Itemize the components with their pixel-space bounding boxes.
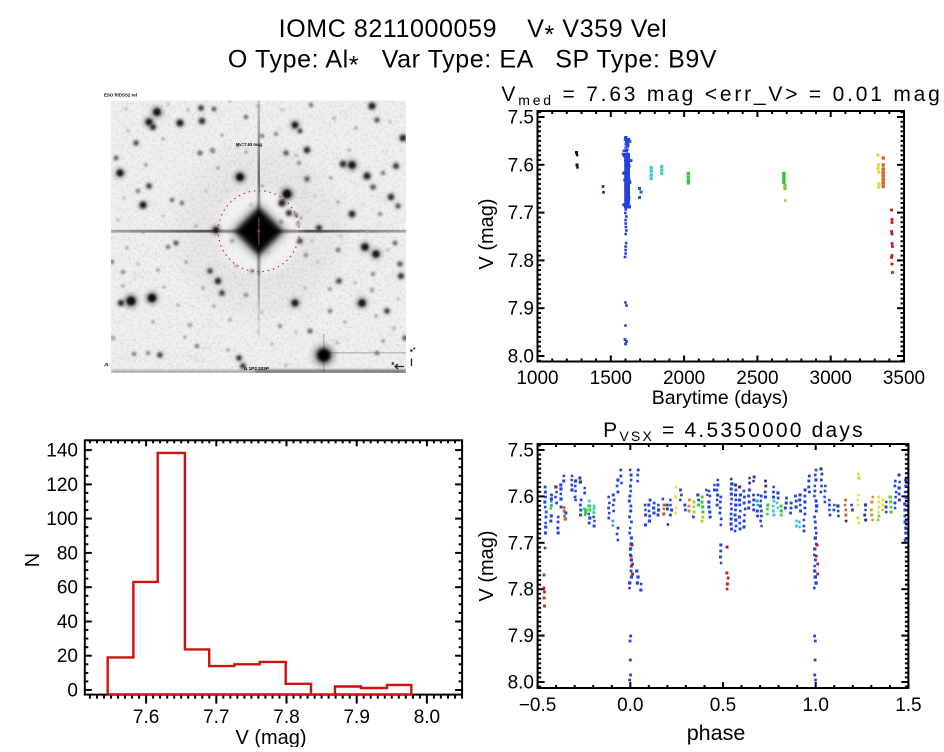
svg-text:3000: 3000: [810, 368, 852, 389]
svg-text:7.8: 7.8: [273, 707, 299, 728]
svg-text:MV=7.63 mag: MV=7.63 mag: [236, 142, 262, 147]
svg-text:7.7: 7.7: [203, 707, 229, 728]
svg-text:V (mag): V (mag): [235, 727, 306, 747]
svg-text:Barytime (days): Barytime (days): [652, 387, 789, 409]
svg-text:V (mag): V (mag): [476, 530, 498, 601]
svg-text:ESO R/DSS2 rel: ESO R/DSS2 rel: [104, 93, 137, 98]
svg-text:7.9: 7.9: [343, 707, 369, 728]
svg-text:N: N: [22, 553, 44, 567]
svg-text:1500: 1500: [590, 368, 632, 389]
svg-text:7.6: 7.6: [508, 487, 534, 508]
svg-text:E: E: [392, 361, 395, 366]
svg-text:7.8: 7.8: [508, 580, 534, 601]
svg-text:−0.5: −0.5: [519, 695, 557, 716]
svg-text:100: 100: [46, 509, 78, 530]
svg-text:140: 140: [46, 441, 78, 462]
svg-text:120: 120: [46, 475, 78, 496]
svg-text:V (mag): V (mag): [476, 198, 498, 269]
svg-text:0: 0: [67, 681, 78, 702]
svg-text:80: 80: [57, 543, 78, 564]
svg-text:20: 20: [57, 646, 78, 667]
svg-text:8.0: 8.0: [508, 347, 534, 368]
svg-text:Vmed = 7.63 mag <err_V> = 0.01: Vmed = 7.63 mag <err_V> = 0.01 mag: [501, 83, 942, 108]
svg-text:60: 60: [57, 578, 78, 599]
svg-text:2500: 2500: [736, 368, 778, 389]
svg-text:1.5: 1.5: [895, 695, 921, 716]
svg-text:7.6: 7.6: [508, 155, 534, 176]
svg-text:7.7: 7.7: [508, 203, 534, 224]
svg-text:0.0: 0.0: [617, 695, 643, 716]
svg-text:8.0: 8.0: [508, 673, 534, 694]
svg-text:,N: ,N: [104, 362, 108, 367]
svg-text:2000: 2000: [663, 368, 705, 389]
svg-text:phase: phase: [687, 721, 746, 745]
svg-text:7.6: 7.6: [133, 707, 159, 728]
svg-text:7.9: 7.9: [508, 299, 534, 320]
svg-text:7.7: 7.7: [508, 533, 534, 554]
svg-text:0.5: 0.5: [710, 695, 736, 716]
svg-text:40: 40: [57, 612, 78, 633]
svg-text:7.5: 7.5: [508, 108, 534, 129]
svg-text:1000: 1000: [516, 368, 558, 389]
svg-text:3500: 3500: [883, 368, 925, 389]
svg-text:7.5: 7.5: [508, 441, 534, 462]
svg-text:1.0: 1.0: [802, 695, 828, 716]
svg-text:7.8: 7.8: [508, 251, 534, 272]
svg-text:Δ 1P3 203P: Δ 1P3 203P: [244, 366, 269, 371]
svg-text:7.9: 7.9: [508, 626, 534, 647]
svg-text:8.0: 8.0: [414, 707, 440, 728]
